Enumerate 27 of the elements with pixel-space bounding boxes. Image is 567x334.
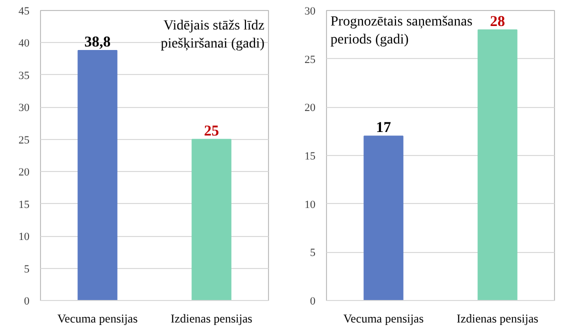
text: Vidējais stāžs līdz piešķiršanai (gadi) — [160, 18, 265, 52]
y-tick-label: 30 — [18, 102, 30, 114]
y-tick-label: 45 — [18, 6, 30, 18]
y-tick-label: 15 — [304, 150, 316, 162]
data-label: 25 — [204, 123, 219, 140]
y-tick-label: 20 — [304, 102, 316, 114]
x-tick-label: Vecuma pensijas — [57, 312, 138, 326]
y-tick-label: 5 — [310, 247, 316, 260]
y-tick-label: 35 — [18, 70, 30, 82]
x-tick-label: Vecuma pensijas — [343, 312, 424, 326]
y-tick-label: 25 — [304, 54, 316, 66]
y-tick-label: 0 — [24, 296, 30, 308]
y-tick-label: 5 — [24, 263, 30, 276]
data-label: 17 — [376, 120, 392, 136]
y-tick-label: 40 — [18, 38, 30, 50]
x-tick-label: Izdienas pensijas — [456, 312, 539, 326]
y-tick-label: 10 — [304, 198, 316, 211]
text: Prognozētais saņemšanas periods (gadi) — [330, 14, 472, 48]
y-tick-label: 30 — [304, 6, 316, 18]
y-tick-label: 15 — [18, 198, 30, 211]
data-label: 28 — [490, 14, 505, 30]
y-tick-label: 25 — [18, 134, 30, 146]
y-tick-label: 20 — [18, 166, 30, 179]
y-tick-label: 10 — [18, 231, 30, 244]
y-tick-label: 0 — [310, 296, 316, 308]
x-tick-label: Izdienas pensijas — [170, 312, 253, 326]
data-label: 38,8 — [84, 34, 111, 50]
